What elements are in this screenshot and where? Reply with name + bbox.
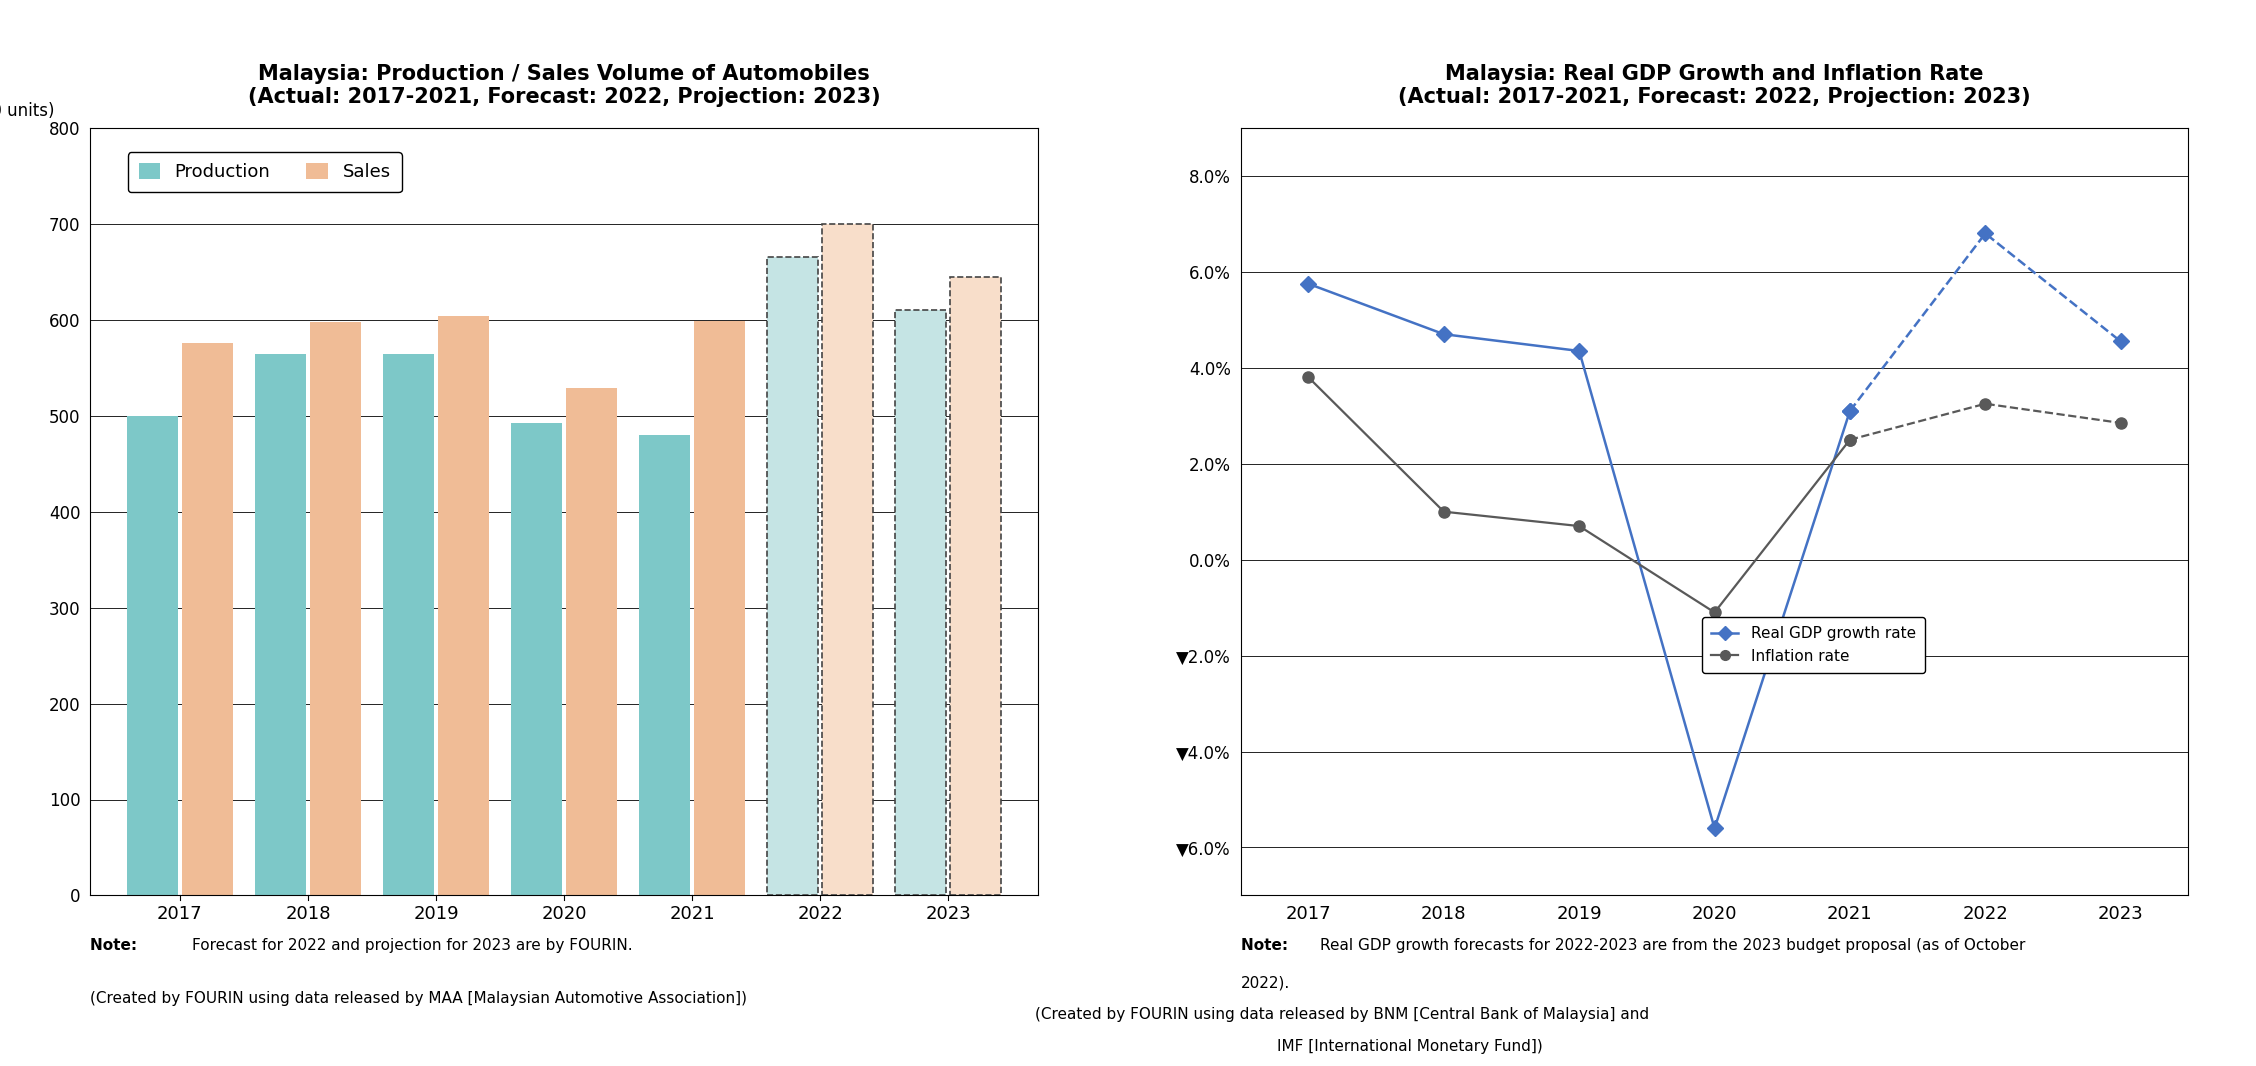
Text: IMF [International Monetary Fund]): IMF [International Monetary Fund]) [1277, 1039, 1543, 1054]
Bar [384, 354, 433, 895]
Title: Malaysia: Production / Sales Volume of Automobiles
(Actual: 2017-2021, Forecast:: Malaysia: Production / Sales Volume of A… [248, 64, 880, 107]
Text: Real GDP growth forecasts for 2022-2023 are from the 2023 budget proposal (as of: Real GDP growth forecasts for 2022-2023 … [1320, 938, 2026, 953]
Text: (Created by FOURIN using data released by MAA [Malaysian Automotive Association]: (Created by FOURIN using data released b… [90, 991, 747, 1006]
Bar [638, 435, 690, 895]
Bar [950, 276, 1002, 895]
Text: Forecast for 2022 and projection for 2023 are by FOURIN.: Forecast for 2022 and projection for 202… [192, 938, 632, 953]
Bar [695, 321, 744, 895]
Bar [896, 310, 945, 895]
Text: (1,000 units): (1,000 units) [0, 102, 54, 120]
Bar [438, 316, 490, 895]
Bar [767, 258, 819, 895]
Text: 2022).: 2022). [1241, 975, 1290, 990]
Title: Malaysia: Real GDP Growth and Inflation Rate
(Actual: 2017-2021, Forecast: 2022,: Malaysia: Real GDP Growth and Inflation … [1399, 64, 2030, 107]
Bar [510, 423, 562, 895]
Text: Note:: Note: [1241, 938, 1293, 953]
Bar [126, 416, 178, 895]
Bar [896, 310, 945, 895]
Legend: Real GDP growth rate, Inflation rate: Real GDP growth rate, Inflation rate [1701, 617, 1924, 673]
Bar [566, 388, 618, 895]
Bar [950, 276, 1002, 895]
Bar [767, 258, 819, 895]
Bar [183, 343, 232, 895]
Bar [821, 224, 873, 895]
Bar [255, 354, 307, 895]
Text: (Created by FOURIN using data released by BNM [Central Bank of Malaysia] and: (Created by FOURIN using data released b… [1036, 1007, 1649, 1022]
Legend: Production, Sales: Production, Sales [129, 152, 402, 192]
Text: Note:: Note: [90, 938, 142, 953]
Bar [821, 224, 873, 895]
Bar [309, 322, 361, 895]
